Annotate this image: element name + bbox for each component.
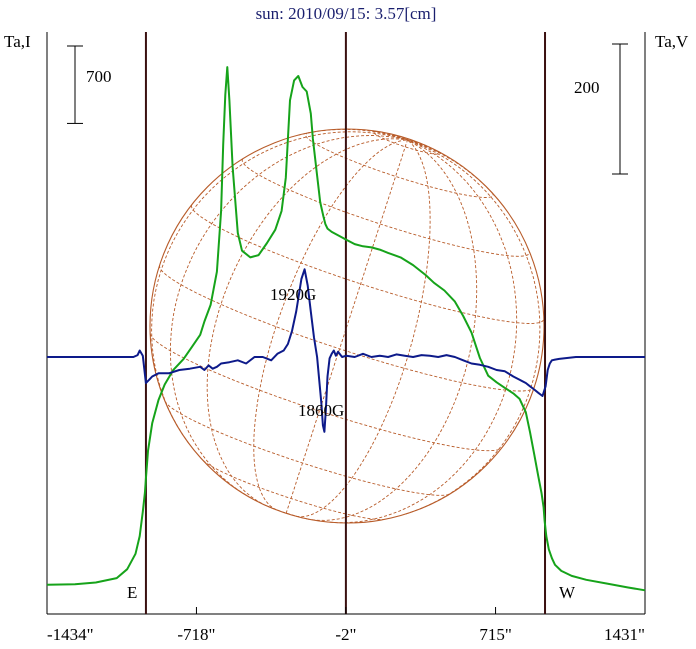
longitude-line [407,139,415,142]
latitude-line [202,460,385,521]
annotation-1920g: 1920G [270,285,316,304]
longitude-line [407,139,427,147]
latitude-line [191,205,545,324]
limb-label-east: E [127,583,137,602]
scale-bar-label-right: 200 [574,78,600,97]
longitude-line [329,139,518,524]
longitude-line [407,139,441,154]
longitude-line [405,139,541,515]
limb-label-west: W [559,583,576,602]
longitude-line [253,139,408,511]
series-line-polarization [47,268,645,433]
longitude-line [206,138,408,504]
longitude-line [311,139,478,521]
latitude-line [305,132,494,198]
x-tick-label: 1431" [604,625,645,644]
scale-bar-label-left: 700 [86,67,112,86]
annotation-1860g: 1860G [298,401,344,420]
longitude-line [373,130,408,141]
x-tick-label: -2" [335,625,356,644]
y-axis-label-right: Ta,V [655,32,689,51]
longitude-line [169,135,408,496]
x-tick-label: -718" [177,625,215,644]
longitude-line [297,128,408,141]
series-lines [46,66,646,592]
longitude-line [151,131,408,444]
limb-and-center-lines [144,32,547,614]
chart-title: sun: 2010/09/15: 3.57[cm] [256,4,437,23]
scale-bars [67,43,628,175]
solar-disk-grid [149,128,545,524]
latitude-line [241,158,530,257]
latitude-line [263,504,310,520]
x-tick-label: -1434" [47,625,94,644]
x-tick-labels: -1434" -718" -2" 715" 1431" [46,607,646,644]
y-axis-label-left: Ta,I [4,32,31,51]
latitude-line [149,333,503,452]
longitude-line [285,139,408,514]
latitude-line [159,265,535,392]
x-tick-label: 715" [479,625,511,644]
series-line-intensity [46,66,646,592]
longitude-line [296,139,431,518]
longitude-line [407,139,500,201]
